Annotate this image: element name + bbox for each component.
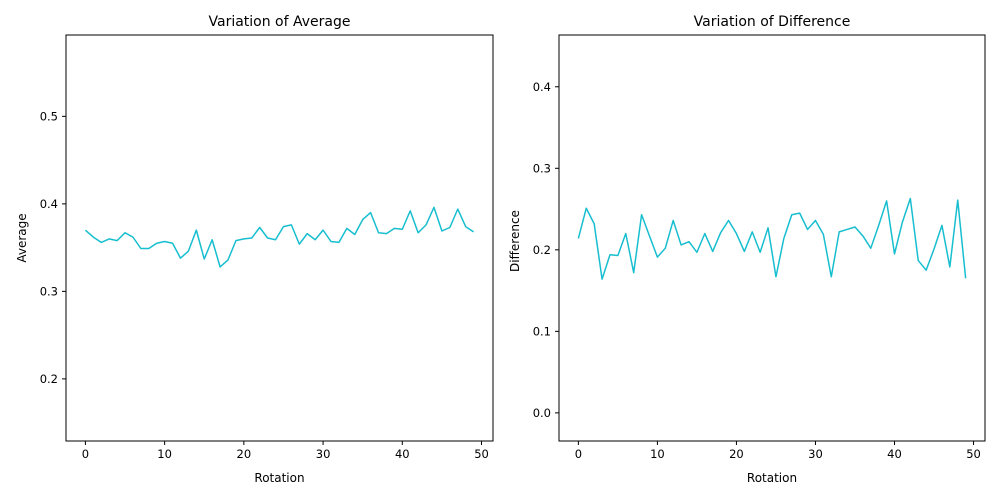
difference-x-tick-label: 20 (729, 447, 744, 461)
difference-plot-area: 0 10 20 30 40 50 0.0 0.1 0.2 0.3 0.4 (533, 34, 986, 461)
difference-x-tick-label: 0 (575, 447, 582, 461)
difference-x-tick-label: 40 (887, 447, 902, 461)
average-axes-frame (65, 34, 494, 442)
average-x-tick-label: 10 (157, 447, 172, 461)
average-panel: Variation of Average 0 10 20 30 40 50 0.2 0.3 0.… (15, 14, 494, 485)
average-y-tick-label: 0.2 (40, 372, 58, 386)
difference-y-tick-label: 0.0 (533, 406, 551, 420)
difference-y-tick-label: 0.2 (533, 243, 551, 257)
difference-y-tick-label: 0.4 (533, 80, 551, 94)
average-chart-title: Variation of Average (209, 14, 351, 30)
average-series-line (84, 206, 475, 268)
difference-y-tick-label: 0.3 (533, 161, 551, 175)
difference-chart-title: Variation of Difference (694, 14, 851, 30)
difference-axes-frame (558, 34, 986, 442)
difference-y-tick-label: 0.1 (533, 324, 551, 338)
difference-x-axis-label: Rotation (747, 471, 797, 485)
average-y-tick-label: 0.3 (40, 284, 58, 298)
average-x-tick-label: 50 (474, 447, 489, 461)
difference-panel: Variation of Difference 0 10 20 30 40 50 0.0 0.… (508, 14, 986, 485)
difference-x-tick-label: 30 (808, 447, 823, 461)
average-x-tick-label: 0 (82, 447, 89, 461)
average-x-axis-label: Rotation (254, 471, 304, 485)
difference-series-line (577, 197, 967, 280)
difference-x-tick-label: 10 (650, 447, 665, 461)
difference-y-axis-label: Difference (508, 210, 522, 272)
average-plot-area: 0 10 20 30 40 50 0.2 0.3 0.4 0.5 (40, 34, 494, 461)
average-x-tick-label: 40 (395, 447, 410, 461)
average-x-tick-label: 30 (316, 447, 331, 461)
average-y-axis-label: Average (15, 213, 29, 262)
difference-x-tick-label: 50 (966, 447, 981, 461)
average-x-tick-label: 20 (237, 447, 252, 461)
average-y-tick-label: 0.5 (40, 109, 58, 123)
average-y-tick-label: 0.4 (40, 197, 58, 211)
